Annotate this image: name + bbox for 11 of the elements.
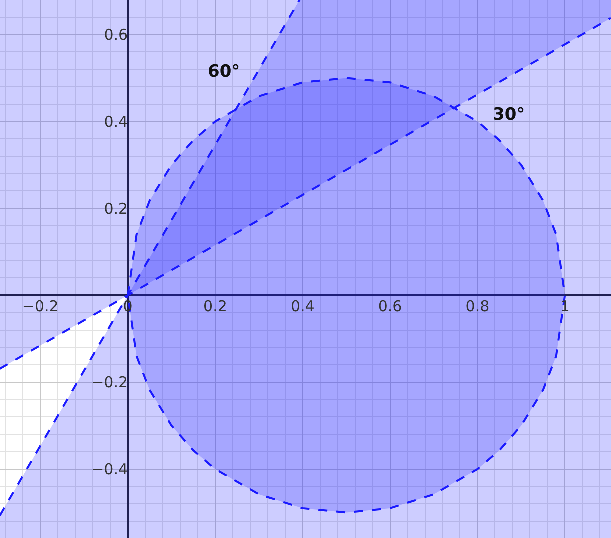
x-tick-label: 0.2 bbox=[204, 298, 228, 316]
annotation: 30° bbox=[493, 105, 526, 125]
x-tick-label: 1 bbox=[560, 298, 570, 316]
x-tick-label: 0.8 bbox=[466, 298, 490, 316]
x-tick-label: −0.2 bbox=[22, 298, 59, 316]
y-tick-label: 0.6 bbox=[104, 26, 128, 44]
x-tick-label: 0.4 bbox=[290, 298, 315, 316]
y-tick-label: 0.2 bbox=[104, 200, 128, 218]
y-tick-label: −0.2 bbox=[92, 374, 128, 392]
x-tick-label: 0.6 bbox=[378, 298, 402, 316]
annotation: 60° bbox=[208, 62, 240, 82]
